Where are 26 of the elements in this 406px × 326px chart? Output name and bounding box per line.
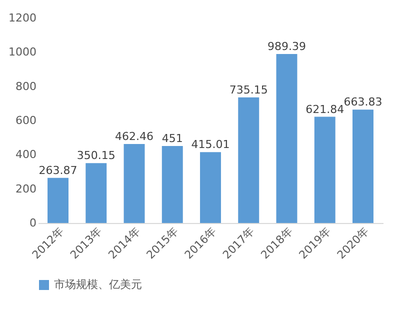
y-tick-label: 1000 bbox=[8, 46, 36, 59]
bar bbox=[48, 178, 68, 223]
bar bbox=[276, 54, 298, 223]
bar bbox=[124, 144, 145, 223]
data-label: 350.15 bbox=[76, 149, 116, 162]
data-label: 735.15 bbox=[229, 83, 268, 96]
data-label: 462.46 bbox=[115, 130, 154, 143]
y-tick-label: 400 bbox=[16, 148, 36, 162]
data-label: 663.83 bbox=[344, 96, 382, 109]
y-tick-label: 800 bbox=[16, 80, 36, 93]
y-tick-label: 0 bbox=[30, 216, 36, 230]
bar bbox=[314, 116, 336, 223]
data-label: 415.01 bbox=[191, 138, 230, 152]
bar bbox=[200, 152, 221, 223]
bar bbox=[238, 97, 260, 223]
legend-label: 市场规模、亿美元 bbox=[54, 278, 142, 291]
data-label: 263.87 bbox=[38, 164, 78, 177]
data-label: 989.39 bbox=[267, 40, 306, 53]
bar bbox=[86, 163, 107, 223]
y-tick-label: 200 bbox=[16, 182, 36, 196]
data-label: 621.84 bbox=[306, 102, 344, 116]
bar bbox=[352, 110, 374, 223]
data-label: 451 bbox=[162, 132, 183, 145]
y-tick-label: 1200 bbox=[8, 12, 36, 24]
y-tick-label: 600 bbox=[16, 114, 36, 127]
bar bbox=[162, 146, 183, 223]
